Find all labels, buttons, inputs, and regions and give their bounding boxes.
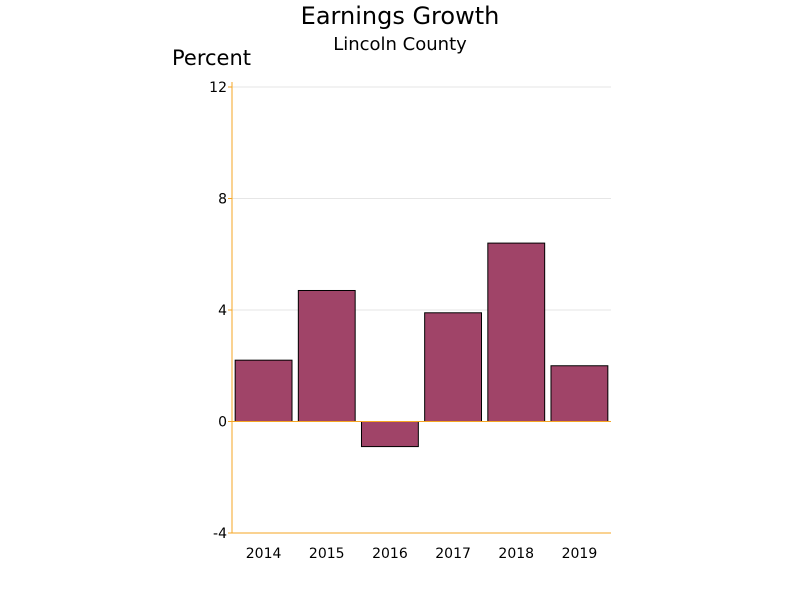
bar-2015 [297,289,356,422]
bar-2017 [424,312,483,423]
bar-2019 [550,365,609,422]
y-axis-label: Percent [172,46,252,70]
x-tick-label: 2017 [435,546,471,562]
chart-subtitle: Lincoln County [333,34,467,55]
x-tick-label: 2015 [309,546,345,562]
bar-2016 [360,421,419,448]
y-tick-label: 12 [209,80,227,96]
x-tick-label: 2014 [246,546,282,562]
y-tick-label: -4 [213,526,227,542]
x-tick-label: 2019 [562,546,598,562]
bar-2014 [234,359,293,422]
bar-2018 [487,242,546,422]
y-tick-label: 8 [218,192,227,208]
chart-title: Earnings Growth [300,2,500,30]
x-tick-label: 2018 [498,546,534,562]
y-tick-label: 0 [218,415,227,431]
y-tick-label: 4 [218,303,227,319]
x-tick-label: 2016 [372,546,408,562]
